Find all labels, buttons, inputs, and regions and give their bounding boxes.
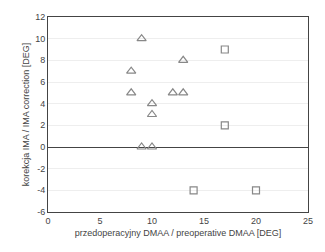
svg-text:przedoperacyjny DMAA / preoper: przedoperacyjny DMAA / preoperative DMAA… <box>75 228 282 238</box>
svg-text:10: 10 <box>147 216 157 226</box>
svg-text:8: 8 <box>40 55 45 65</box>
svg-text:6: 6 <box>40 77 45 87</box>
svg-text:2: 2 <box>40 120 45 130</box>
svg-text:-4: -4 <box>37 185 45 195</box>
svg-text:15: 15 <box>199 216 209 226</box>
svg-text:5: 5 <box>97 216 102 226</box>
svg-text:10: 10 <box>35 34 45 44</box>
svg-text:4: 4 <box>40 99 45 109</box>
svg-text:20: 20 <box>251 216 261 226</box>
svg-text:-2: -2 <box>37 164 45 174</box>
svg-text:25: 25 <box>303 216 313 226</box>
svg-text:0: 0 <box>40 142 45 152</box>
svg-text:-6: -6 <box>37 207 45 217</box>
svg-text:12: 12 <box>35 12 45 22</box>
svg-text:0: 0 <box>45 216 50 226</box>
svg-text:korekcja IMA / IMA correction: korekcja IMA / IMA correction [DEG] <box>21 43 31 187</box>
